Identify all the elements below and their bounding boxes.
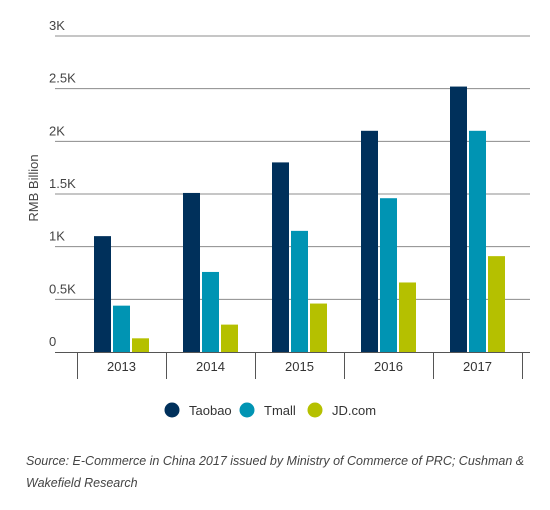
bar-taobao-2015	[272, 162, 289, 352]
legend-label: JD.com	[332, 403, 376, 418]
legend-label: Taobao	[189, 403, 232, 418]
y-tick-label: 1K	[49, 229, 65, 244]
bar-tmall-2016	[380, 198, 397, 352]
legend-item: Tmall	[239, 402, 296, 418]
x-tick-label: 2014	[196, 359, 225, 374]
legend-marker	[239, 402, 255, 418]
legend-item: JD.com	[307, 402, 376, 418]
x-tick-label: 2015	[285, 359, 314, 374]
legend-label: Tmall	[264, 403, 296, 418]
bar-jd-com-2015	[310, 303, 327, 352]
bars	[94, 86, 505, 352]
bar-jd-com-2014	[221, 324, 238, 352]
legend: Taobao Tmall JD.com	[164, 402, 376, 418]
x-axis: 2013 2014 2015 2016 2017	[55, 352, 530, 379]
legend-marker	[164, 402, 180, 418]
bar-tmall-2014	[202, 271, 219, 352]
bar-tmall-2013	[113, 305, 130, 352]
bar-jd-com-2016	[399, 282, 416, 352]
bar-taobao-2014	[183, 192, 200, 352]
bar-taobao-2013	[94, 236, 111, 352]
bar-tmall-2015	[291, 230, 308, 352]
y-tick-label: 0	[49, 334, 56, 349]
y-tick-label: 3K	[49, 18, 65, 33]
x-tick-label: 2013	[107, 359, 136, 374]
x-tick-label: 2017	[463, 359, 492, 374]
y-tick-label: 2.5K	[49, 71, 76, 86]
y-tick-label: 2K	[49, 123, 65, 138]
bar-jd-com-2017	[488, 256, 505, 352]
x-tick-label: 2016	[374, 359, 403, 374]
y-tick-label: 1.5K	[49, 176, 76, 191]
source-note: Source: E-Commerce in China 2017 issued …	[26, 454, 525, 490]
legend-item: Taobao	[164, 402, 232, 418]
y-axis-tick-labels: 0 0.5K 1K 1.5K 2K 2.5K 3K	[49, 18, 76, 349]
bar-taobao-2017	[450, 86, 467, 352]
y-axis-label: RMB Billion	[26, 154, 41, 221]
bar-taobao-2016	[361, 130, 378, 352]
legend-marker	[307, 402, 323, 418]
bar-jd-com-2013	[132, 338, 149, 352]
y-tick-label: 0.5K	[49, 281, 76, 296]
bar-tmall-2017	[469, 130, 486, 352]
